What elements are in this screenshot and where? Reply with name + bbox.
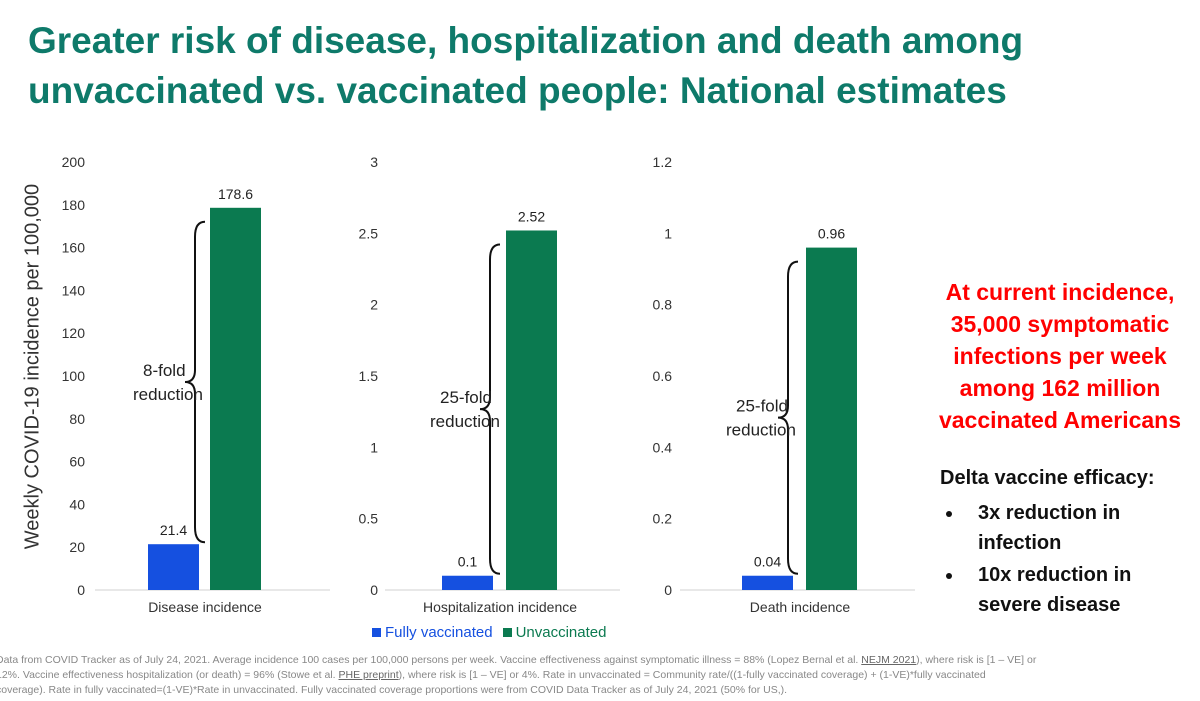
brace: [777, 260, 799, 575]
y-tick-label: 3: [370, 154, 378, 170]
delta-heading: Delta vaccine efficacy:: [940, 467, 1155, 489]
data-label: 2.52: [518, 208, 545, 224]
y-tick-label: 1: [370, 439, 378, 455]
footnote-text: ), where risk is [1 – VE] or 4%. Rate in…: [398, 669, 986, 681]
y-tick-label: 0: [370, 582, 378, 598]
legend-swatch: [372, 628, 381, 637]
data-label: 0.1: [458, 554, 478, 570]
fold-reduction-label: 25-fold: [440, 388, 492, 407]
y-tick-label: 20: [69, 539, 85, 555]
y-tick-label: 2: [370, 297, 378, 313]
legend-fully-vaccinated: Fully vaccinated: [372, 624, 493, 641]
delta-item: 10x reduction in severe disease: [964, 560, 1200, 620]
page-title: Greater risk of disease, hospitalization…: [28, 20, 1024, 111]
bar-fully-vaccinated: [742, 575, 793, 590]
delta-efficacy: Delta vaccine efficacy: 3x reduction in …: [940, 467, 1200, 622]
data-label: 0.04: [754, 554, 781, 570]
y-axis-title: Weekly COVID-19 incidence per 100,000: [21, 183, 44, 550]
data-label: 21.4: [160, 522, 187, 538]
y-tick-label: 0.2: [653, 511, 673, 527]
y-tick-label: 100: [62, 368, 86, 384]
y-tick-label: 0.4: [653, 439, 673, 455]
delta-item: 3x reduction in infection: [964, 498, 1200, 558]
footnote-text: 12%. Vaccine effectiveness hospitalizati…: [0, 669, 339, 681]
bar-unvaccinated: [210, 207, 261, 590]
y-tick-label: 80: [69, 411, 85, 427]
footnote: Data from COVID Tracker as of July 24, 2…: [0, 653, 1196, 698]
y-tick-label: 1: [664, 225, 672, 241]
y-tick-label: 120: [62, 325, 86, 341]
fold-reduction-label: reduction: [430, 412, 500, 431]
fold-reduction-label: reduction: [726, 421, 796, 440]
y-tick-label: 0.6: [653, 368, 673, 384]
y-tick-label: 140: [62, 282, 86, 298]
legend-label: Unvaccinated: [515, 624, 607, 641]
bar-fully-vaccinated: [148, 544, 199, 590]
y-tick-label: 0.8: [653, 297, 673, 313]
brace: [184, 220, 206, 544]
footnote-link[interactable]: PHE preprint: [338, 669, 399, 681]
fold-reduction-label: reduction: [133, 385, 203, 404]
x-category-label: Disease incidence: [148, 599, 262, 615]
footnote-link[interactable]: NEJM 2021: [861, 654, 917, 666]
fold-reduction-label: 8-fold: [143, 361, 186, 380]
data-label: 178.6: [218, 186, 253, 202]
brace: [479, 243, 501, 575]
x-category-label: Death incidence: [750, 599, 851, 615]
y-tick-label: 0: [77, 582, 85, 598]
y-tick-label: 60: [69, 454, 85, 470]
legend: Fully vaccinated Unvaccinated: [372, 624, 606, 641]
x-category-label: Hospitalization incidence: [423, 599, 577, 615]
data-label: 0.96: [818, 226, 845, 242]
bar-fully-vaccinated: [442, 575, 493, 590]
y-tick-label: 0: [664, 582, 672, 598]
y-tick-label: 40: [69, 496, 85, 512]
footnote-text: coverage). Rate in fully vaccinated=(1-V…: [0, 684, 788, 696]
y-tick-label: 160: [62, 240, 86, 256]
footnote-text: Data from COVID Tracker as of July 24, 2…: [0, 654, 862, 666]
bar-unvaccinated: [506, 230, 557, 591]
y-tick-label: 2.5: [359, 225, 379, 241]
footnote-text: ), where risk is [1 – VE] or: [916, 654, 1037, 666]
legend-swatch: [502, 628, 512, 637]
y-tick-label: 1.5: [359, 368, 379, 384]
legend-unvaccinated: Unvaccinated: [502, 624, 607, 641]
y-tick-label: 0.5: [359, 511, 379, 527]
y-tick-label: 200: [62, 154, 86, 170]
bar-unvaccinated: [806, 247, 857, 590]
y-tick-label: 1.2: [653, 154, 673, 170]
legend-label: Fully vaccinated: [385, 624, 493, 641]
y-tick-label: 180: [62, 197, 86, 213]
fold-reduction-label: 25-fold: [736, 397, 788, 416]
callout-text: At current incidence, 35,000 symptomatic…: [938, 279, 1182, 433]
